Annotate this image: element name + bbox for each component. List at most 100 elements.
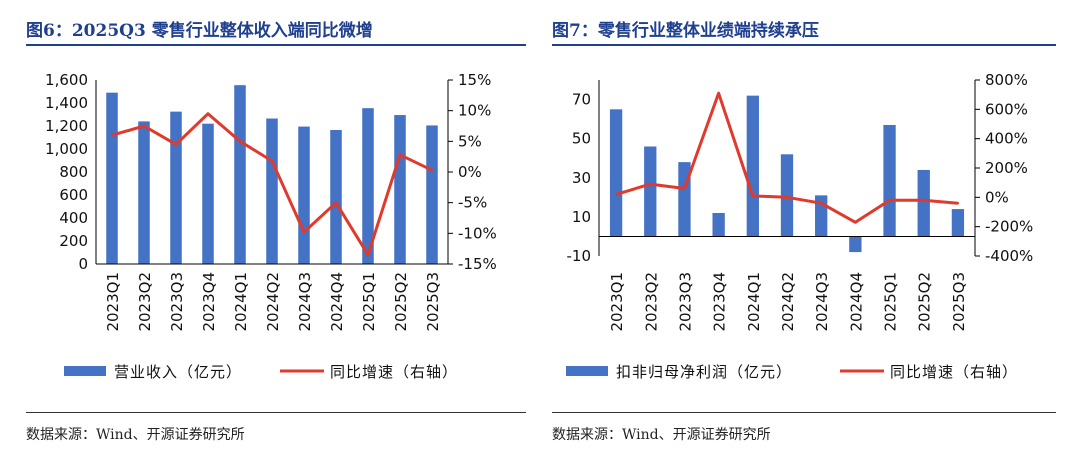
y-left-tick-label: 600 bbox=[59, 186, 88, 204]
y-left-tick-label: 70 bbox=[572, 91, 591, 109]
y-left-tick-label: 1,000 bbox=[45, 140, 88, 158]
y-right-tick-label: 15% bbox=[458, 71, 491, 89]
line-point bbox=[430, 168, 434, 172]
bar bbox=[746, 95, 759, 237]
line-point bbox=[238, 140, 242, 143]
chart-panel-revenue: 图6：2025Q3 零售行业整体收入端同比微增 0 200 400 600 800 1,0… bbox=[0, 0, 530, 455]
y-left-tick-label: 1,200 bbox=[45, 117, 88, 135]
revenue-chart: 0 200 400 600 800 1,000 1,200 1,400 1,600 -15% -10… bbox=[45, 71, 497, 381]
figure-title: 图7：零售行业整体业绩端持续承压 bbox=[552, 21, 819, 41]
bar bbox=[202, 123, 214, 264]
source-note: 数据来源：Wind、开源证券研究所 bbox=[552, 427, 771, 443]
figure-title: 图6：2025Q3 零售行业整体收入端同比微增 bbox=[26, 21, 373, 41]
y-left-tick-label: -10 bbox=[567, 247, 592, 265]
x-tick-label: 2023Q2 bbox=[642, 272, 660, 332]
legend-bar-label: 扣非归母净利润（亿元） bbox=[616, 363, 792, 381]
source-rule bbox=[26, 412, 526, 413]
line-point bbox=[366, 253, 370, 256]
line-point bbox=[922, 199, 925, 202]
legend-line-label: 同比增速（右轴） bbox=[330, 363, 458, 381]
title-rule bbox=[26, 44, 526, 46]
x-tick-label: 2023Q3 bbox=[168, 272, 186, 332]
bar bbox=[234, 85, 246, 264]
x-tick-label: 2023Q1 bbox=[104, 272, 122, 332]
bar bbox=[849, 236, 862, 253]
y-left-tick-label: 1,600 bbox=[45, 71, 88, 89]
line-point bbox=[751, 194, 755, 198]
bar bbox=[609, 109, 623, 237]
x-tick-label: 2023Q1 bbox=[608, 272, 626, 332]
x-tick-label: 2024Q1 bbox=[232, 272, 250, 332]
x-tick-label: 2024Q4 bbox=[847, 272, 865, 332]
bar bbox=[138, 121, 150, 265]
y-left-tick-label: 1,400 bbox=[45, 94, 88, 112]
x-tick-label: 2023Q4 bbox=[200, 272, 218, 332]
bar bbox=[644, 146, 657, 237]
legend-bar-swatch bbox=[566, 366, 608, 376]
y-right-tick-label: 5% bbox=[458, 132, 482, 150]
y-left-tick-label: 30 bbox=[572, 169, 591, 187]
x-tick-label: 2025Q1 bbox=[360, 272, 378, 332]
line-point bbox=[819, 202, 823, 205]
y-right-tick-label: -200% bbox=[985, 218, 1033, 236]
y-right-tick-label: 10% bbox=[458, 102, 491, 120]
profit-chart: -10 10 30 50 70 -400% -200% 0% 200% 400% 600% 800% 2… bbox=[566, 71, 1033, 381]
y-right-tick-label: 0% bbox=[985, 188, 1009, 206]
y-left-tick-label: 10 bbox=[572, 208, 591, 226]
y-right-tick-label: -5% bbox=[458, 194, 487, 212]
line-point bbox=[785, 196, 789, 199]
y-right-tick-label: -400% bbox=[985, 247, 1033, 265]
y-right-tick-label: 200% bbox=[985, 159, 1028, 177]
legend-bar-swatch bbox=[64, 366, 106, 376]
bar bbox=[917, 169, 930, 237]
bar bbox=[712, 212, 725, 237]
y-right-tick-label: -10% bbox=[458, 224, 497, 242]
y-right-tick-label: 800% bbox=[985, 71, 1028, 89]
x-tick-label: 2025Q2 bbox=[916, 272, 934, 332]
source-rule bbox=[552, 412, 1056, 413]
line-point bbox=[854, 221, 857, 224]
y-right-tick-label: -15% bbox=[458, 255, 497, 273]
x-tick-label: 2023Q3 bbox=[676, 272, 694, 332]
bar bbox=[426, 125, 438, 264]
source-note: 数据来源：Wind、开源证券研究所 bbox=[26, 427, 245, 443]
x-tick-label: 2024Q3 bbox=[813, 272, 831, 332]
legend-line-label: 同比增速（右轴） bbox=[890, 363, 1018, 381]
line-point bbox=[649, 182, 652, 186]
bar bbox=[266, 118, 278, 265]
x-tick-label: 2023Q4 bbox=[711, 272, 729, 332]
line-point bbox=[142, 124, 146, 128]
bar bbox=[883, 124, 896, 237]
x-tick-label: 2024Q2 bbox=[264, 272, 282, 332]
bar bbox=[780, 154, 794, 237]
line-point bbox=[614, 193, 618, 196]
bar bbox=[298, 126, 310, 264]
line-point bbox=[683, 187, 686, 190]
line-point bbox=[888, 199, 891, 202]
line-point bbox=[717, 92, 720, 95]
y-left-tick-label: 400 bbox=[59, 209, 88, 227]
bar bbox=[330, 130, 342, 264]
line-point bbox=[302, 230, 306, 234]
y-right-tick-label: 600% bbox=[985, 100, 1028, 118]
bar bbox=[394, 115, 406, 264]
legend-bar-label: 营业收入（亿元） bbox=[114, 363, 242, 381]
bar bbox=[170, 111, 182, 264]
y-left-tick-label: 200 bbox=[59, 232, 88, 250]
y-right-tick-label: 0% bbox=[458, 163, 482, 181]
y-left-tick-label: 800 bbox=[59, 163, 88, 181]
x-tick-label: 2024Q1 bbox=[745, 272, 763, 332]
x-tick-label: 2025Q3 bbox=[950, 272, 968, 332]
x-tick-label: 2023Q2 bbox=[136, 272, 154, 332]
y-right-tick-label: 400% bbox=[985, 130, 1028, 148]
line-point bbox=[334, 201, 338, 204]
x-tick-label: 2024Q2 bbox=[779, 272, 797, 332]
title-rule bbox=[552, 44, 1056, 46]
x-tick-label: 2025Q3 bbox=[424, 272, 442, 332]
line-point bbox=[270, 159, 274, 163]
x-tick-label: 2025Q1 bbox=[882, 272, 900, 332]
bar bbox=[951, 209, 965, 237]
line-point bbox=[110, 134, 114, 137]
x-tick-label: 2025Q2 bbox=[392, 272, 410, 332]
line-point bbox=[956, 202, 960, 205]
